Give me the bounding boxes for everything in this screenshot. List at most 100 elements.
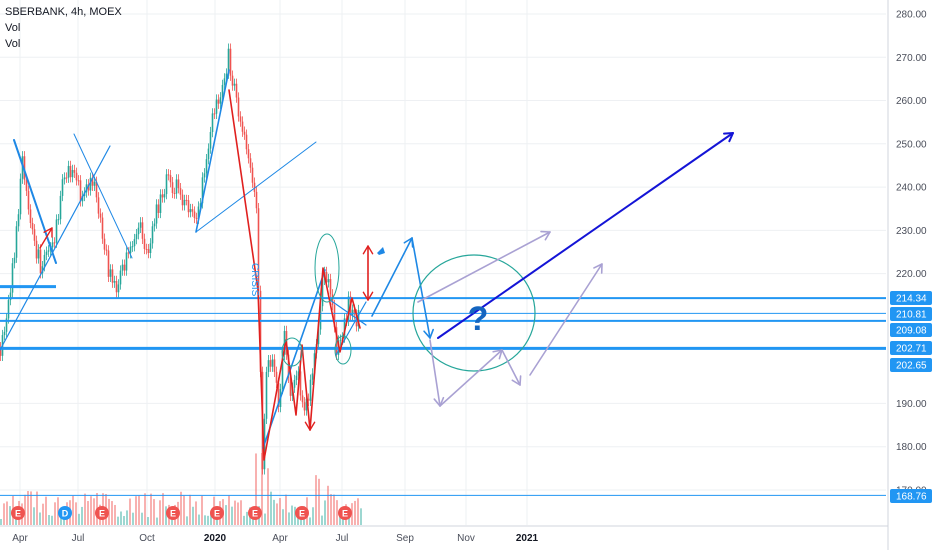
price-levels[interactable] [0, 285, 886, 496]
wave-path[interactable] [39, 227, 53, 249]
trend-line[interactable] [195, 69, 230, 233]
candle-body [301, 395, 304, 403]
volume-bar [81, 506, 83, 525]
volume-bar [183, 495, 185, 525]
volume-bar [216, 518, 218, 525]
arrow-head[interactable] [540, 230, 551, 241]
highlight-ellipse[interactable] [334, 335, 352, 365]
volume-bar [309, 517, 311, 525]
volume-bar [339, 515, 341, 525]
earnings-marker-icon[interactable] [166, 506, 180, 520]
x-tick-label: Sep [396, 533, 414, 544]
earnings-marker-icon[interactable] [95, 506, 109, 520]
question-mark-icon: ? [468, 300, 489, 338]
candle-body [13, 257, 16, 264]
candle-body [117, 284, 120, 293]
volume-bar [189, 494, 191, 525]
earnings-marker-icon[interactable] [295, 506, 309, 520]
arrow-head[interactable] [362, 245, 374, 255]
price-axis[interactable]: 280.00 270.00 260.00 250.00 240.00 230.00 220.… [887, 0, 932, 550]
candle-body [81, 195, 84, 202]
projection-arrow[interactable] [529, 263, 603, 376]
price-badge-label: 209.08 [896, 326, 927, 337]
arrow-head[interactable] [723, 132, 734, 143]
arrow-head[interactable] [362, 291, 374, 301]
volume-bar [141, 512, 143, 525]
candle-body [299, 371, 302, 396]
trend-line[interactable] [0, 145, 111, 351]
candle-body [33, 229, 36, 241]
trend-line[interactable] [195, 141, 317, 233]
candle-body [5, 318, 8, 332]
highlight-ellipse[interactable] [314, 233, 340, 303]
projection-arrow[interactable] [439, 349, 503, 407]
price-badge[interactable] [890, 307, 932, 321]
candle-body [17, 214, 20, 227]
candle-body [273, 359, 276, 372]
candle-body [75, 172, 78, 181]
x-tick-label: 2021 [516, 533, 539, 544]
trend-line[interactable] [13, 139, 57, 264]
arrow-head[interactable] [43, 227, 53, 238]
projection-arrow[interactable] [417, 231, 551, 303]
trend-line[interactable] [73, 133, 133, 259]
earnings-marker-icon[interactable] [210, 506, 224, 520]
price-badge[interactable] [890, 358, 932, 372]
time-axis[interactable]: Apr Jul Oct 2020 Apr Jul Sep Nov 2021 [0, 525, 888, 544]
price-badge[interactable] [890, 291, 932, 305]
y-tick-label: 220.00 [896, 269, 927, 280]
volume-bar [78, 513, 80, 525]
x-tick-label: Apr [12, 533, 28, 544]
volume-indicator-label[interactable]: Vol [5, 22, 21, 34]
candle-body [147, 249, 150, 254]
candle-body [247, 149, 250, 159]
target-arrow[interactable] [437, 132, 734, 339]
volume-bar [156, 517, 158, 525]
price-badge[interactable] [890, 323, 932, 337]
flag-icon[interactable] [377, 247, 385, 255]
volume-bar [354, 500, 356, 525]
candle-body [141, 222, 144, 239]
wave-path[interactable] [309, 267, 361, 431]
question-circle[interactable] [412, 254, 536, 372]
candle-body [257, 208, 260, 291]
candle-body [351, 309, 354, 316]
earnings-marker-icon[interactable] [11, 506, 25, 520]
projection-arrow[interactable] [501, 349, 521, 386]
candle-body [171, 182, 174, 193]
candle-body [67, 165, 70, 178]
arrow-head[interactable] [593, 263, 603, 274]
candle-body [51, 242, 54, 248]
projection-arrow[interactable] [429, 339, 441, 407]
candle-body [43, 254, 46, 267]
candle-body [277, 382, 280, 407]
y-tick-label: 250.00 [896, 139, 927, 150]
projection-line[interactable] [371, 237, 413, 317]
arrow-head[interactable] [423, 328, 434, 339]
earnings-marker-icon[interactable] [248, 506, 262, 520]
drawings[interactable]: ? CRISIS [0, 69, 734, 461]
volume-bar [336, 500, 338, 525]
price-badge[interactable] [890, 489, 932, 503]
volume-bar [330, 494, 332, 525]
candle-body [255, 191, 258, 209]
trend-line[interactable] [262, 269, 326, 449]
candle-body [65, 177, 68, 179]
crisis-label: CRISIS [249, 263, 260, 297]
symbol-title[interactable]: SBERBANK, 4h, MOEX [5, 6, 122, 18]
candle-body [245, 134, 248, 150]
projection-line[interactable] [411, 237, 431, 339]
price-badge[interactable] [890, 341, 932, 355]
wave-path[interactable] [228, 89, 311, 461]
candle-body [347, 296, 350, 321]
candle-body [227, 48, 230, 74]
volume-indicator-label-2[interactable]: Vol [5, 38, 21, 50]
arrow-head[interactable] [511, 375, 522, 386]
highlight-ellipse[interactable] [281, 337, 303, 367]
earnings-marker-icon[interactable] [338, 506, 352, 520]
arrow-head[interactable] [304, 421, 316, 431]
dividend-marker-icon[interactable] [58, 506, 72, 520]
